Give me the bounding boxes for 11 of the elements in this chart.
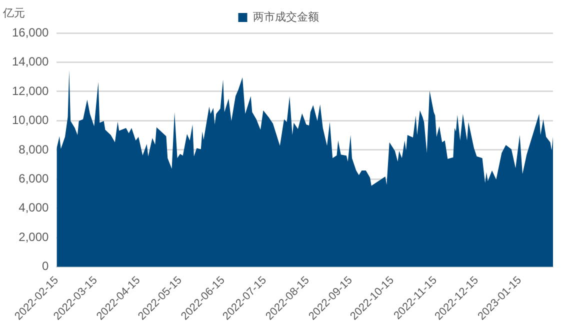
y-tick-label: 4,000 [18, 200, 50, 215]
y-tick-label: 12,000 [12, 84, 50, 98]
y-tick-label: 16,000 [12, 25, 50, 40]
y-tick-label: 6,000 [18, 171, 50, 186]
y-tick-label: 8,000 [18, 142, 50, 156]
legend-label: 两市成交金额 [252, 10, 319, 24]
y-tick-label: 14,000 [12, 54, 50, 69]
y-tick-label: 10,000 [12, 113, 50, 128]
y-tick-label: 0 [42, 259, 50, 274]
y-axis-title: 亿元 [2, 8, 25, 20]
y-tick-label: 2,000 [18, 230, 50, 244]
